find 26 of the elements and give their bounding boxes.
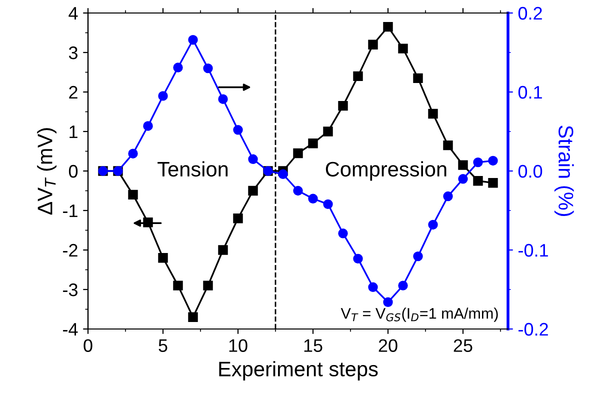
x-tick-label: 25 xyxy=(454,339,472,352)
y-tick-label: 0 xyxy=(68,164,78,178)
y2-tick-label: 0.2 xyxy=(518,6,542,20)
x-tick-label: 0 xyxy=(84,339,92,352)
y-tick-label: 4 xyxy=(68,7,78,20)
y-tick-label: -1 xyxy=(63,204,78,218)
y2-tick-label: -0.2 xyxy=(518,322,548,336)
x-tick-label: 5 xyxy=(158,339,168,352)
y-tick-label: -4 xyxy=(63,323,78,336)
annotation: Tension xyxy=(158,161,228,177)
annotation: Compression xyxy=(326,161,446,181)
y-tick-label: 2 xyxy=(69,86,78,99)
y-tick-label: -2 xyxy=(63,244,78,257)
x-tick-label: 15 xyxy=(304,339,322,352)
y2-tick-label: 0.1 xyxy=(518,86,542,99)
x-tick-label: 10 xyxy=(229,339,248,352)
y-tick-label: 3 xyxy=(68,46,78,60)
y2-tick-label: 0.0 xyxy=(518,164,542,178)
annotation: V$_{T}$ = V$_{GS}$(I$_{D}$=1 mA/mm) xyxy=(340,308,498,322)
y2-tick-label: -0.1 xyxy=(518,244,548,257)
x-tick-label: 20 xyxy=(378,339,398,352)
y2-axis-title: Strain (%) xyxy=(554,126,574,216)
y-tick-label: -3 xyxy=(63,283,78,296)
y-tick-label: 1 xyxy=(70,126,78,138)
x-axis-title: Experiment steps xyxy=(219,361,378,381)
y-axis-title: ΔV$_{T}$ (mV) xyxy=(37,128,56,215)
